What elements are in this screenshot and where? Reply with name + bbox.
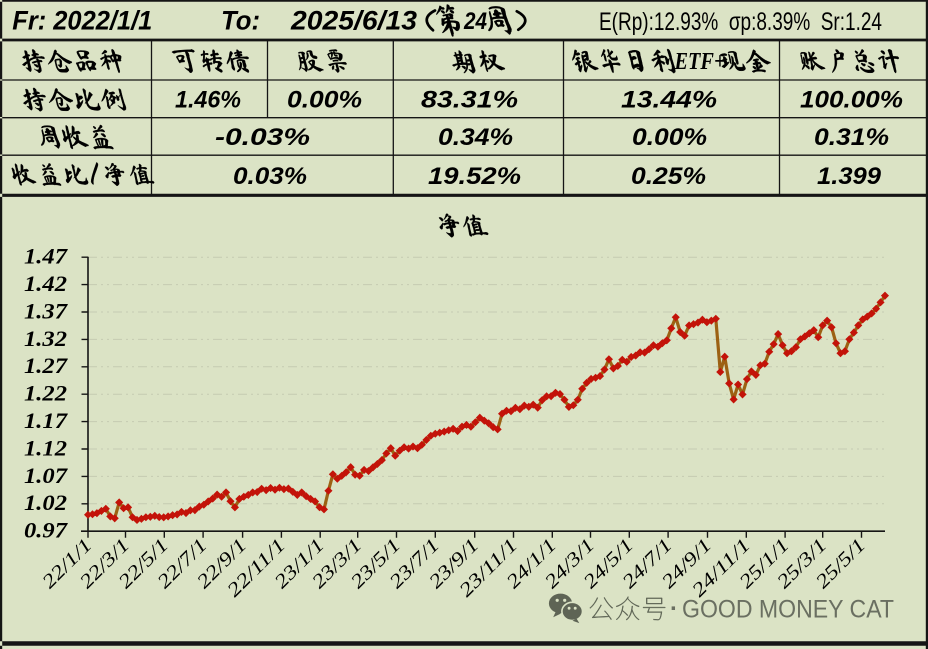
svg-text:1.22: 1.22 bbox=[24, 381, 67, 406]
svg-text:100.00%: 100.00% bbox=[800, 87, 903, 114]
svg-text:0.34%: 0.34% bbox=[438, 124, 513, 151]
svg-text:24: 24 bbox=[463, 8, 487, 35]
svg-text:0.00%: 0.00% bbox=[632, 124, 707, 151]
svg-text:1.37: 1.37 bbox=[24, 298, 68, 323]
svg-text:13.44%: 13.44% bbox=[621, 87, 717, 114]
svg-text:1.07: 1.07 bbox=[24, 463, 68, 488]
svg-text:0.03%: 0.03% bbox=[233, 163, 307, 190]
svg-text:2025/6/13: 2025/6/13 bbox=[290, 6, 417, 36]
svg-text:-0.03%: -0.03% bbox=[215, 124, 310, 151]
svg-text:E(Rp):12.93% σp:8.39% Sr:1.2: E(Rp):12.93% σp:8.39% Sr:1.24 bbox=[599, 8, 882, 36]
svg-text:To:: To: bbox=[221, 6, 260, 36]
svg-text:1.47: 1.47 bbox=[24, 244, 68, 269]
svg-text:1.399: 1.399 bbox=[817, 163, 882, 190]
svg-text:0.25%: 0.25% bbox=[631, 163, 706, 190]
svg-text:1.42: 1.42 bbox=[24, 271, 67, 296]
svg-text:0.00%: 0.00% bbox=[287, 87, 362, 114]
svg-text:·: · bbox=[670, 596, 678, 623]
svg-text:1.17: 1.17 bbox=[24, 408, 68, 433]
svg-text:1.27: 1.27 bbox=[24, 353, 68, 378]
svg-text:GOOD MONEY CAT: GOOD MONEY CAT bbox=[682, 596, 894, 624]
svg-text:0.31%: 0.31% bbox=[814, 124, 889, 151]
svg-text:1.02: 1.02 bbox=[24, 490, 67, 515]
svg-text:ETF+: ETF+ bbox=[674, 49, 726, 75]
svg-text:0.97: 0.97 bbox=[24, 518, 68, 543]
svg-text:1.46%: 1.46% bbox=[175, 87, 241, 114]
svg-text:1.32: 1.32 bbox=[24, 326, 67, 351]
svg-text:1.12: 1.12 bbox=[24, 435, 67, 460]
svg-text:Fr: 2022/1/1: Fr: 2022/1/1 bbox=[12, 6, 152, 36]
svg-text:83.31%: 83.31% bbox=[421, 87, 518, 114]
svg-text:19.52%: 19.52% bbox=[428, 163, 521, 190]
